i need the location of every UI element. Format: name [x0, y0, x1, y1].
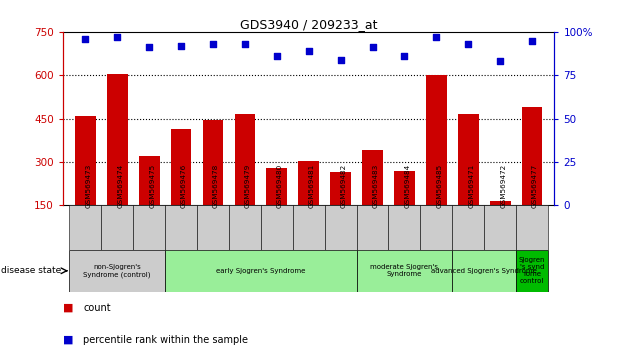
- Text: GSM569474: GSM569474: [117, 163, 123, 207]
- FancyBboxPatch shape: [324, 205, 357, 250]
- FancyBboxPatch shape: [452, 205, 484, 250]
- Bar: [266, 168, 287, 205]
- Text: non-Sjogren's
Syndrome (control): non-Sjogren's Syndrome (control): [84, 264, 151, 278]
- FancyBboxPatch shape: [69, 205, 101, 250]
- FancyBboxPatch shape: [165, 205, 197, 250]
- FancyBboxPatch shape: [357, 205, 389, 250]
- FancyBboxPatch shape: [293, 205, 324, 250]
- FancyBboxPatch shape: [261, 205, 293, 250]
- Bar: [139, 156, 159, 205]
- Text: GSM569485: GSM569485: [437, 163, 442, 207]
- FancyBboxPatch shape: [133, 205, 165, 250]
- Point: [463, 41, 473, 47]
- Point: [495, 58, 505, 64]
- Text: count: count: [83, 303, 111, 313]
- Text: GSM569479: GSM569479: [245, 163, 251, 207]
- Text: GSM569471: GSM569471: [468, 163, 474, 207]
- Text: GSM569473: GSM569473: [85, 163, 91, 207]
- FancyBboxPatch shape: [420, 205, 452, 250]
- Point: [112, 34, 122, 40]
- FancyBboxPatch shape: [197, 205, 229, 250]
- Text: moderate Sjogren's
Syndrome: moderate Sjogren's Syndrome: [370, 264, 438, 277]
- Point: [208, 41, 218, 47]
- FancyBboxPatch shape: [484, 205, 516, 250]
- Bar: [107, 74, 128, 205]
- Bar: [171, 129, 192, 205]
- Text: GSM569481: GSM569481: [309, 163, 315, 207]
- Text: GSM569477: GSM569477: [532, 163, 538, 207]
- Point: [240, 41, 250, 47]
- Point: [272, 53, 282, 59]
- Bar: [426, 75, 447, 205]
- Text: early Sjogren's Syndrome: early Sjogren's Syndrome: [216, 268, 306, 274]
- FancyBboxPatch shape: [452, 250, 516, 292]
- Point: [367, 45, 377, 50]
- Bar: [362, 150, 383, 205]
- Bar: [522, 107, 542, 205]
- FancyBboxPatch shape: [357, 250, 452, 292]
- Text: GSM569482: GSM569482: [341, 163, 347, 207]
- FancyBboxPatch shape: [389, 205, 420, 250]
- Text: percentile rank within the sample: percentile rank within the sample: [83, 335, 248, 345]
- Text: GSM569472: GSM569472: [500, 163, 506, 207]
- Point: [80, 36, 90, 42]
- Bar: [234, 114, 255, 205]
- FancyBboxPatch shape: [516, 205, 548, 250]
- Title: GDS3940 / 209233_at: GDS3940 / 209233_at: [240, 18, 377, 31]
- Text: GSM569475: GSM569475: [149, 163, 155, 207]
- Bar: [394, 171, 415, 205]
- Text: GSM569484: GSM569484: [404, 163, 410, 207]
- Bar: [75, 116, 96, 205]
- Bar: [458, 114, 479, 205]
- Bar: [330, 172, 351, 205]
- Text: disease state: disease state: [1, 266, 61, 275]
- Point: [336, 57, 346, 62]
- FancyBboxPatch shape: [516, 250, 548, 292]
- Text: ■: ■: [63, 335, 74, 345]
- Text: Sjogren
's synd
rome
control: Sjogren 's synd rome control: [519, 257, 546, 284]
- Text: ■: ■: [63, 303, 74, 313]
- Bar: [490, 201, 510, 205]
- Point: [432, 34, 442, 40]
- Point: [304, 48, 314, 54]
- Point: [399, 53, 410, 59]
- FancyBboxPatch shape: [165, 250, 357, 292]
- Point: [176, 43, 186, 48]
- Point: [527, 38, 537, 44]
- Text: GSM569478: GSM569478: [213, 163, 219, 207]
- Text: GSM569480: GSM569480: [277, 163, 283, 207]
- FancyBboxPatch shape: [101, 205, 133, 250]
- FancyBboxPatch shape: [69, 250, 165, 292]
- Bar: [203, 120, 224, 205]
- Text: GSM569483: GSM569483: [372, 163, 379, 207]
- Point: [144, 45, 154, 50]
- Bar: [299, 160, 319, 205]
- Text: advanced Sjogren's Syndrome: advanced Sjogren's Syndrome: [432, 268, 537, 274]
- Text: GSM569476: GSM569476: [181, 163, 187, 207]
- FancyBboxPatch shape: [229, 205, 261, 250]
